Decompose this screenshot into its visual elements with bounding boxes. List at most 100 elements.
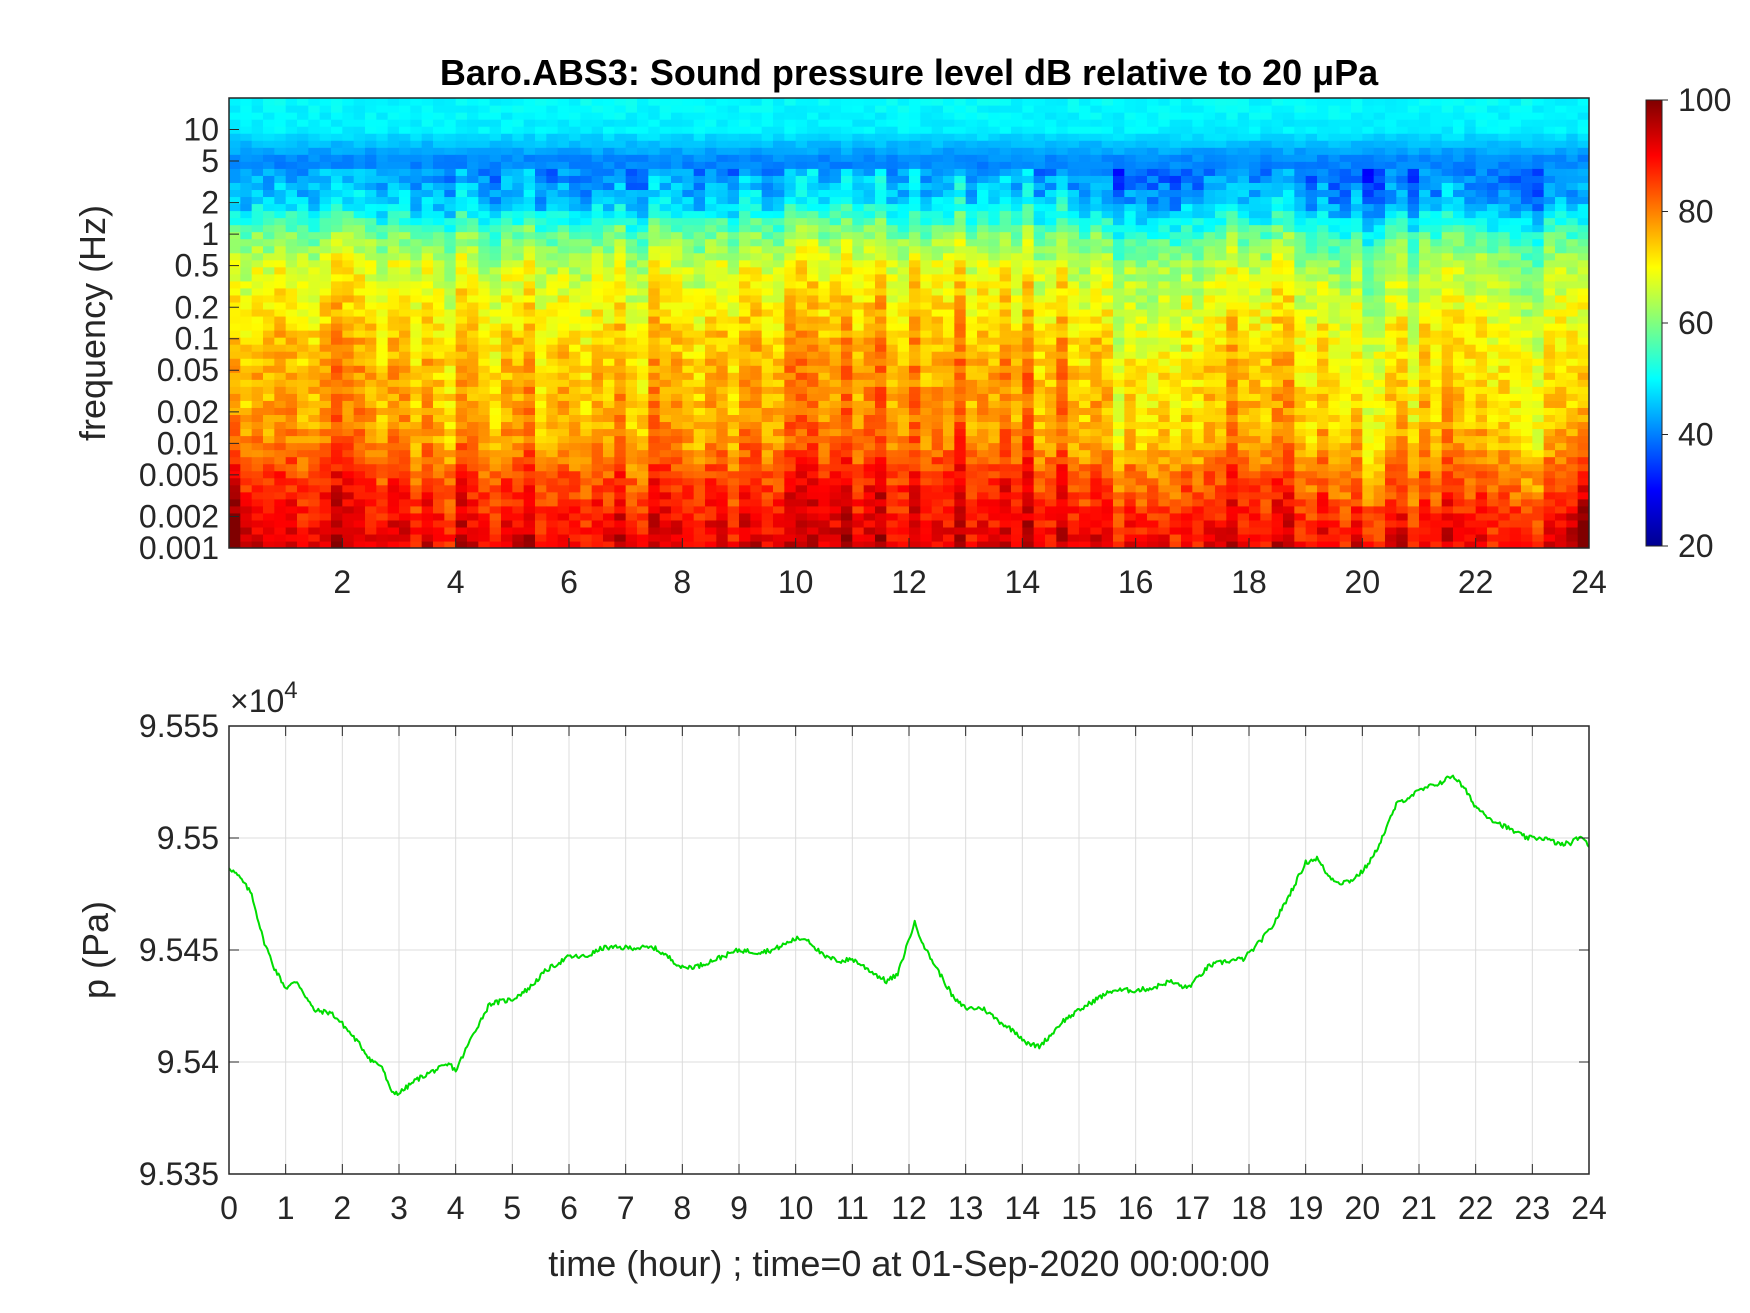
heatmap-cell [399, 210, 411, 219]
heatmap-cell [931, 344, 944, 352]
heatmap-cell [829, 161, 842, 169]
heatmap-cell [1045, 273, 1057, 282]
heatmap-cell [705, 196, 717, 205]
heatmap-cell [376, 217, 389, 226]
heatmap-cell [999, 463, 1012, 472]
heatmap-cell [920, 126, 933, 134]
heatmap-cell [716, 287, 729, 296]
heatmap-cell [1022, 126, 1035, 134]
heatmap-cell [954, 512, 967, 521]
heatmap-cell [501, 498, 513, 507]
heatmap-cell [943, 273, 955, 282]
heatmap-cell [716, 407, 729, 416]
heatmap-cell [829, 217, 842, 226]
heatmap-cell [807, 98, 819, 106]
heatmap-cell [251, 372, 264, 380]
heatmap-cell [943, 498, 955, 507]
heatmap-cell [535, 112, 547, 120]
heatmap-cell [625, 351, 638, 359]
heatmap-cell [263, 337, 275, 345]
heatmap-cell [399, 540, 411, 548]
heatmap-cell [1022, 259, 1035, 268]
heatmap-cell [739, 519, 751, 528]
heatmap-cell [455, 505, 468, 514]
heatmap-cell [1045, 421, 1057, 430]
heatmap-cell [954, 140, 967, 148]
heatmap-cell [999, 112, 1012, 120]
heatmap-cell [954, 337, 967, 345]
heatmap-cell [750, 140, 763, 148]
heatmap-cell [444, 505, 457, 514]
heatmap-cell [557, 512, 570, 521]
heatmap-cell [773, 119, 785, 127]
heatmap-cell [319, 393, 332, 401]
heatmap-cell [659, 498, 672, 507]
heatmap-cell [603, 400, 615, 408]
heatmap-cell [455, 372, 468, 380]
heatmap-cell [727, 287, 740, 296]
heatmap-cell [557, 196, 570, 205]
heatmap-cell [512, 252, 525, 261]
heatmap-cell [1033, 259, 1046, 268]
heatmap-cell [353, 526, 366, 535]
heatmap-cell [523, 154, 536, 162]
heatmap-cell [863, 498, 876, 507]
heatmap-cell [569, 252, 581, 261]
heatmap-cell [671, 379, 683, 387]
heatmap-cell [455, 147, 468, 155]
heatmap-cell [705, 372, 717, 380]
heatmap-cell [863, 449, 876, 458]
heatmap-cell [773, 224, 785, 233]
heatmap-cell [331, 358, 343, 366]
heatmap-cell [399, 280, 411, 289]
heatmap-cell [625, 400, 638, 408]
heatmap-cell [761, 210, 774, 219]
heatmap-cell [1101, 386, 1114, 394]
heatmap-cell [807, 421, 819, 430]
heatmap-cell [909, 154, 921, 162]
heatmap-cell [546, 323, 559, 331]
heatmap-cell [535, 491, 547, 500]
heatmap-cell [705, 477, 717, 486]
heatmap-cell [263, 393, 275, 401]
heatmap-cell [512, 280, 525, 289]
heatmap-cell [274, 533, 287, 542]
heatmap-cell [353, 351, 366, 359]
heatmap-cell [1022, 414, 1035, 423]
heatmap-cell [263, 315, 275, 324]
heatmap-cell [920, 210, 933, 219]
heatmap-cell [739, 463, 751, 472]
heatmap-cell [931, 301, 944, 310]
heatmap-cell [909, 231, 921, 240]
heatmap-cell [1033, 266, 1046, 275]
heatmap-cell [841, 133, 853, 141]
heatmap-cell [455, 168, 468, 176]
heatmap-cell [886, 175, 899, 183]
heatmap-cell [625, 175, 638, 183]
heatmap-cell [716, 477, 729, 486]
heatmap-cell [365, 428, 377, 437]
heatmap-cell [308, 470, 321, 479]
heatmap-cell [546, 259, 559, 268]
heatmap-cell [1022, 379, 1035, 387]
heatmap-cell [353, 140, 366, 148]
heatmap-cell [795, 105, 808, 113]
heatmap-cell [1101, 533, 1114, 542]
heatmap-cell [682, 238, 695, 247]
heatmap-cell [342, 540, 355, 548]
heatmap-cell [1033, 414, 1046, 423]
heatmap-cell [546, 372, 559, 380]
heatmap-cell [569, 414, 581, 423]
heatmap-cell [399, 217, 411, 226]
heatmap-cell [376, 470, 389, 479]
heatmap-cell [637, 477, 649, 486]
heatmap-cell [931, 470, 944, 479]
heatmap-cell [614, 161, 627, 169]
heatmap-cell [331, 273, 343, 282]
heatmap-cell [444, 414, 457, 423]
heatmap-cell [614, 119, 627, 127]
heatmap-cell [727, 491, 740, 500]
heatmap-cell [421, 519, 434, 528]
heatmap-cell [1090, 519, 1103, 528]
heatmap-cell [433, 323, 445, 331]
